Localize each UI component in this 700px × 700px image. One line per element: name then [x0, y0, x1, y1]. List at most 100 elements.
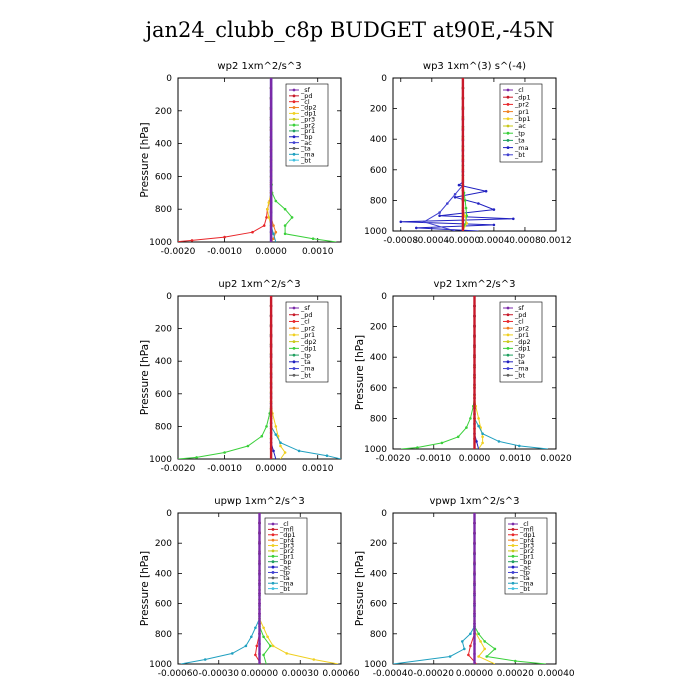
legend-marker: [511, 576, 515, 580]
series-marker: [279, 441, 282, 445]
legend-marker: [506, 353, 510, 357]
series-marker: [269, 230, 273, 234]
legend-label: _ta: [300, 358, 311, 366]
x-tick-label: -0.0020: [376, 454, 411, 464]
series-group: [399, 78, 515, 231]
series-marker: [258, 622, 261, 625]
legend-label: _tp: [514, 351, 525, 359]
x-tick-label: 0.0008: [509, 236, 541, 246]
y-tick-label: 600: [155, 390, 172, 400]
legend-label: _cl: [514, 86, 524, 94]
x-tick-label: -0.0008: [383, 236, 418, 246]
series-marker: [461, 127, 465, 131]
series-marker: [269, 335, 273, 339]
series-marker: [258, 652, 261, 656]
legend-marker: [506, 306, 510, 310]
y-tick-label: 0: [381, 509, 387, 519]
series-marker: [269, 210, 273, 213]
series-marker: [269, 366, 273, 369]
series-marker: [481, 441, 484, 445]
series-marker: [297, 449, 301, 453]
series-marker: [461, 86, 465, 90]
y-tick-label: 200: [155, 107, 172, 117]
legend-label: _bt: [514, 151, 525, 159]
legend-label: _pr1: [300, 331, 315, 339]
legend-label: _bt: [300, 371, 311, 379]
chart-panel-6: vpwp 1xm^2/s^3 0 200 400 600 800 1000-0.00040-…: [354, 496, 575, 679]
legend-marker: [511, 554, 515, 558]
chart-panel-2: wp3 1xm^(3) s^(-4)02004006008001000-0.00…: [364, 61, 572, 246]
series-marker: [262, 626, 265, 630]
series-marker: [269, 179, 273, 182]
x-tick-label: -0.0000: [445, 236, 480, 246]
series-marker: [266, 635, 269, 639]
series-marker: [258, 541, 261, 545]
series-marker: [477, 417, 480, 420]
y-tick-label: 400: [370, 353, 387, 363]
x-tick-label: -0.0020: [161, 247, 196, 257]
x-tick-label: -0.0010: [207, 464, 242, 474]
y-tick-label: 800: [155, 422, 172, 432]
series-marker: [269, 315, 273, 318]
series-marker: [258, 531, 261, 535]
series-marker: [473, 325, 476, 328]
y-axis-label: Pressure [hPa]: [139, 122, 151, 197]
legend-label: _cl: [300, 318, 310, 326]
legend-label: _dp1: [300, 110, 317, 118]
series-marker: [461, 97, 465, 100]
series-marker: [250, 635, 253, 639]
legend-label: _pr1: [300, 127, 315, 135]
series-marker: [473, 612, 476, 615]
y-tick-label: 0: [381, 74, 387, 84]
series-marker: [269, 325, 273, 328]
legend-marker: [511, 587, 515, 591]
legend-label: _bp: [279, 558, 292, 566]
panel-title: upwp 1xm^2/s^3: [214, 496, 304, 507]
series-marker: [473, 376, 476, 379]
y-axis-label: Pressure [hPa]: [354, 551, 366, 626]
series-marker: [461, 168, 465, 172]
legend-marker: [271, 549, 275, 553]
series-marker: [473, 592, 476, 595]
legend-label: _cl: [279, 520, 289, 528]
series-group: [178, 78, 337, 242]
series-marker: [258, 592, 261, 595]
series-marker: [473, 406, 476, 410]
legend-label: _ta: [514, 137, 525, 145]
y-axis-label: Pressure [hPa]: [354, 335, 366, 410]
series-marker: [195, 456, 198, 459]
y-tick-label: 1000: [149, 238, 172, 248]
y-tick-label: 400: [370, 135, 387, 145]
legend-label: _ta: [519, 574, 530, 582]
y-tick-label: 200: [155, 325, 172, 335]
series-marker: [269, 406, 273, 410]
series-marker: [312, 658, 316, 661]
series-marker: [475, 440, 478, 443]
series-marker: [269, 427, 273, 430]
series-marker: [461, 209, 465, 212]
legend-label: _ta: [279, 574, 290, 582]
series-marker: [453, 193, 457, 196]
series-marker: [269, 97, 273, 100]
series-marker: [258, 612, 261, 615]
legend-marker: [271, 576, 275, 580]
y-tick-label: 0: [166, 509, 172, 519]
series-marker: [473, 345, 476, 349]
legend-label: _ma: [514, 365, 529, 373]
series-marker: [461, 78, 465, 80]
series-marker: [457, 183, 461, 187]
series-marker: [271, 644, 275, 648]
series-marker: [274, 425, 278, 428]
legend-label: _dp1: [514, 345, 531, 353]
series-marker: [274, 230, 278, 234]
series-marker: [461, 158, 465, 161]
x-tick-label: 0.00030: [282, 669, 319, 679]
series-marker: [269, 644, 272, 648]
legend-label: _bp: [300, 133, 313, 141]
series-marker: [272, 224, 275, 227]
series-marker: [467, 653, 470, 657]
legend-marker: [506, 124, 510, 128]
series-marker: [493, 647, 497, 651]
legend-label: _pr2: [519, 547, 534, 555]
